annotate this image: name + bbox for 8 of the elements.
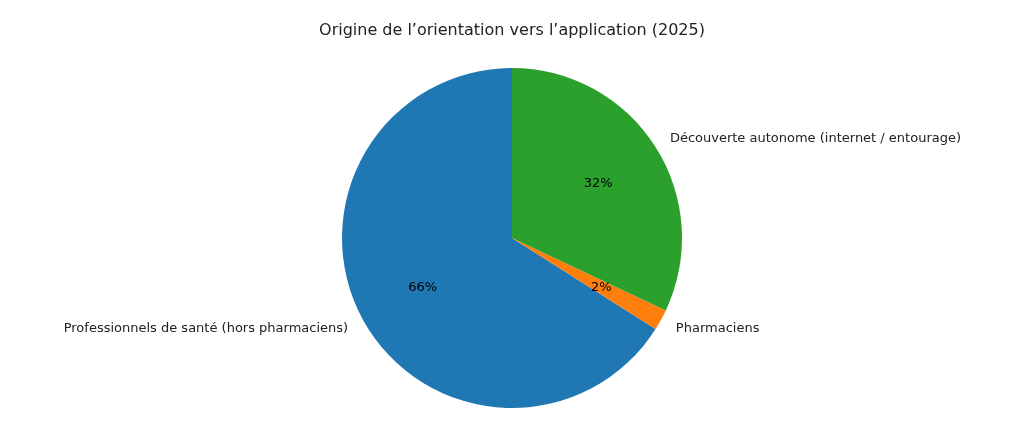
pie-slice xyxy=(512,238,666,330)
data-label: 2% xyxy=(591,279,612,295)
slice-label: Professionnels de santé (hors pharmaciens) xyxy=(63,320,349,336)
data-label: 66% xyxy=(408,279,438,295)
slice-label: Pharmaciens xyxy=(675,320,760,336)
chart-title: Origine de l’orientation vers l’application (2025) xyxy=(319,20,705,39)
data-label: 32% xyxy=(583,175,613,191)
slice-label: Découverte autonome (internet / entourage) xyxy=(669,129,962,145)
